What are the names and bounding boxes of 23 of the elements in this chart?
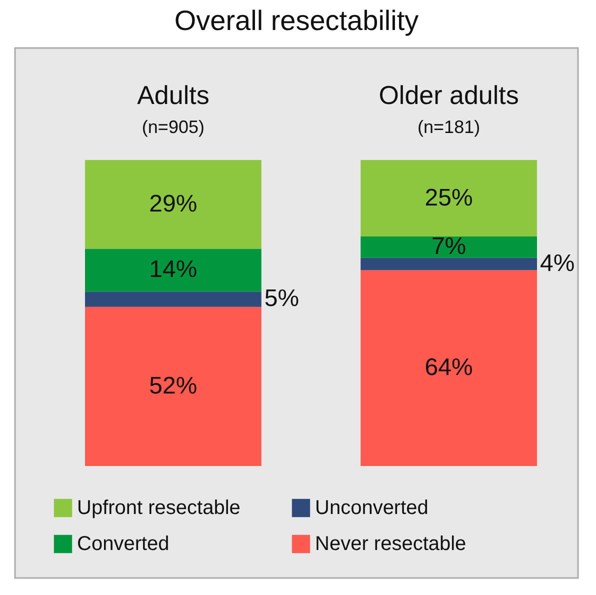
- bar: [85, 248, 262, 292]
- data-label: 4%: [540, 250, 575, 278]
- category-label: Adults (n=905): [137, 80, 210, 137]
- data-label: 25%: [424, 184, 473, 212]
- bar: [85, 292, 262, 307]
- bar: [85, 306, 262, 466]
- legend-label: Converted: [77, 533, 170, 555]
- bar: [360, 270, 537, 466]
- data-label: 64%: [424, 354, 473, 382]
- data-label: 5%: [264, 285, 300, 312]
- chart-title: Overall resectability: [174, 5, 419, 36]
- data-label: 29%: [149, 190, 198, 218]
- legend-label: Unconverted: [315, 497, 428, 519]
- bar: [85, 160, 262, 249]
- data-label: 14%: [149, 256, 198, 284]
- bar: [360, 160, 537, 236]
- category-label: Older adults (n=181): [378, 80, 519, 137]
- legend-label: Never resectable: [315, 533, 466, 555]
- bar: [360, 236, 537, 258]
- data-label: 52%: [149, 372, 198, 400]
- legend-label: Upfront resectable: [77, 497, 240, 519]
- bar: [360, 258, 537, 270]
- data-label: 7%: [431, 233, 466, 260]
